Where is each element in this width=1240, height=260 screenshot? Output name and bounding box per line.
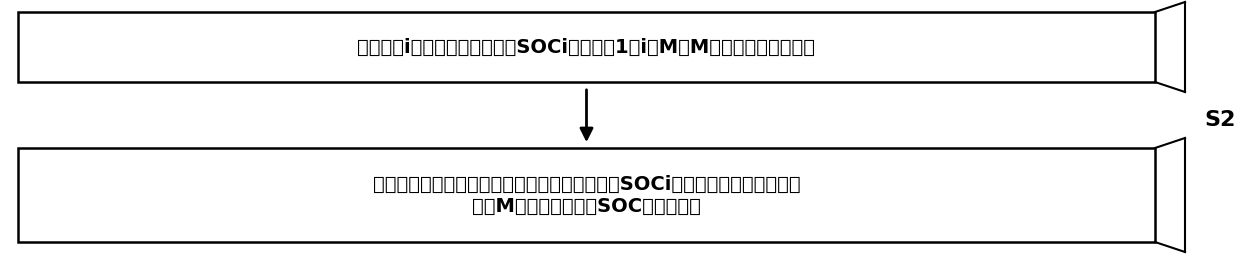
Bar xyxy=(19,12,1154,82)
Text: S2: S2 xyxy=(1204,110,1236,130)
Text: 当接收到的功率控制指令非满功率指令时，根据SOCi执行箱间功率均衡策略，: 当接收到的功率控制指令非满功率指令时，根据SOCi执行箱间功率均衡策略， xyxy=(373,174,800,193)
Text: 获取与第i个电池箱系统对应的SOCi，其中，1＜i＜M，M为电池箱系统的个数: 获取与第i个电池箱系统对应的SOCi，其中，1＜i＜M，M为电池箱系统的个数 xyxy=(357,37,816,56)
Bar xyxy=(19,148,1154,242)
Text: 致使M个电池箱系统的SOC值达到均衡: 致使M个电池箱系统的SOC值达到均衡 xyxy=(472,197,701,216)
